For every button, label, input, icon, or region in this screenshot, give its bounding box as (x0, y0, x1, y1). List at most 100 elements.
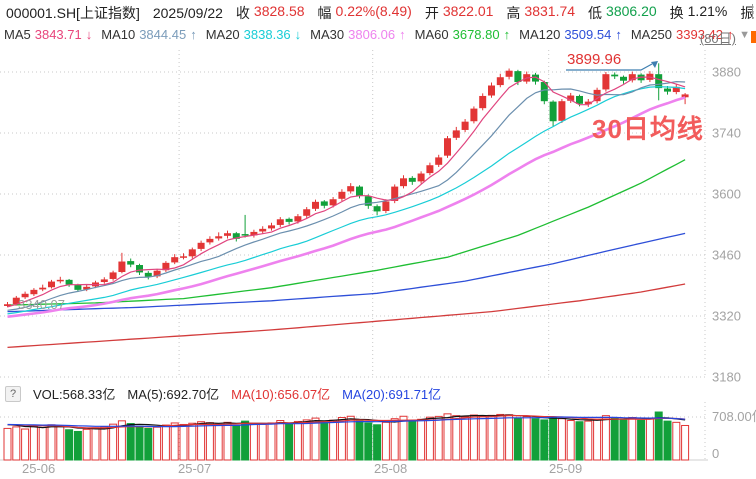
help-icon[interactable]: ? (5, 385, 21, 402)
candle-body (118, 261, 126, 272)
volume-bar (417, 418, 426, 461)
price-tick-label: 3600 (712, 187, 741, 202)
vol-ma5: MA(5):692.70亿 (127, 387, 220, 402)
ma30-legend: MA30 3806.06 ↑ (310, 27, 406, 42)
candle-body (48, 281, 55, 288)
candle-body (505, 70, 513, 77)
ma30-arrow-icon: ↑ (399, 27, 406, 42)
volume-bar (355, 420, 364, 461)
month-label: 25-07 (178, 461, 212, 476)
volume-bar (434, 415, 443, 461)
vol-ma10: MA(10):656.07亿 (231, 387, 331, 402)
volume-bar (373, 424, 382, 461)
candle-body (268, 225, 275, 229)
volume-bar (601, 415, 610, 461)
candle-body (12, 297, 20, 305)
volume-bar (487, 414, 496, 461)
volume-tick-label: 708.00亿 (712, 409, 756, 424)
month-label: 25-08 (374, 461, 408, 476)
vol-ma20: MA(20):691.71亿 (342, 387, 442, 402)
volume-bar (531, 418, 540, 461)
candle-body (312, 201, 319, 209)
ma60-legend: MA60 3678.80 ↑ (414, 27, 511, 42)
candle-body (100, 279, 108, 283)
ma5-arrow-icon: ↓ (85, 27, 93, 42)
candle-body (655, 74, 663, 89)
volume-bar (443, 413, 452, 461)
volume-bar (170, 422, 179, 461)
candle-body (241, 234, 249, 236)
high-price-annotation: 3899.96 (567, 51, 622, 68)
ma250-line (7, 283, 686, 349)
ma250-legend: MA250 3393.42 ↑ (630, 27, 734, 42)
volume-bar (179, 423, 188, 461)
volume-bar (364, 422, 373, 461)
candle-body (320, 201, 328, 206)
quote-field-open: 开 3822.01 (424, 3, 494, 21)
volume-bar (302, 419, 311, 461)
candle-body (470, 108, 478, 122)
ma60-line (7, 159, 686, 306)
candle-body (224, 233, 231, 236)
candles[interactable] (4, 63, 689, 308)
candle-body (136, 265, 143, 273)
candle-body (364, 196, 372, 206)
volume-bar (654, 411, 663, 461)
volume-bar (38, 427, 47, 461)
volume-bar (267, 422, 276, 461)
ma120-line (7, 232, 686, 313)
volume-bar (329, 419, 338, 461)
volume-bar (258, 423, 267, 461)
candle-body (259, 228, 267, 232)
volume-bar (56, 425, 65, 461)
period-selector[interactable]: (80日) (699, 31, 736, 46)
ma10-legend: MA10 3844.45 ↑ (101, 27, 197, 42)
volume-bar (681, 424, 690, 461)
candle-body (391, 186, 399, 201)
candle-body (188, 249, 196, 257)
candle-body (672, 86, 680, 93)
quote-field-change: 幅 0.22%(8.49) (317, 3, 412, 21)
candle-body (479, 95, 487, 109)
candle-body (276, 219, 284, 225)
volume-bar (672, 421, 681, 461)
candle-body (197, 242, 205, 249)
candle-body (294, 216, 302, 222)
volume-bar (645, 418, 654, 461)
volume-bar (505, 414, 514, 461)
volume-bar (469, 414, 478, 461)
volume-bar (337, 416, 346, 461)
volume-bar (205, 422, 214, 461)
volume-bar (408, 420, 417, 461)
candle-body (681, 94, 689, 98)
volume-bar (320, 421, 329, 461)
volume-bar (390, 418, 399, 461)
volume-bar (21, 428, 30, 461)
volume-bar (65, 429, 74, 461)
quote-date: 2025/09/22 (152, 5, 223, 21)
candle-body (153, 270, 161, 277)
ma120-arrow-icon: ↑ (615, 27, 622, 42)
candle-body (540, 82, 548, 102)
volume-bar (311, 417, 320, 461)
volume-bar (619, 419, 628, 461)
ma30-note-annotation: 30日均线 (592, 114, 704, 144)
volume-tick-label: 0 (712, 446, 719, 461)
volume-bar (241, 420, 250, 461)
ma30-line (7, 96, 686, 318)
ma-legend-bar: MA5 3843.71 ↓ MA10 3844.45 ↑ MA20 3838.36 ↓ MA… (4, 27, 734, 42)
volume-bar (566, 420, 575, 461)
quote-field-turnover: 换 1.21% (669, 3, 728, 21)
chevron-down-icon[interactable]: ▼ (739, 29, 750, 41)
volume-bar (628, 416, 637, 461)
candle-body (39, 287, 47, 290)
quote-field-close: 收 3828.58 (235, 3, 305, 21)
low-price-annotation: 3340.07 (18, 297, 65, 312)
volume-bar (109, 423, 118, 461)
ma10-arrow-icon: ↑ (190, 27, 197, 42)
candle-body (558, 101, 566, 121)
volume-ma20-line (7, 416, 686, 428)
header-divider (752, 4, 753, 19)
candle-body (21, 293, 29, 298)
